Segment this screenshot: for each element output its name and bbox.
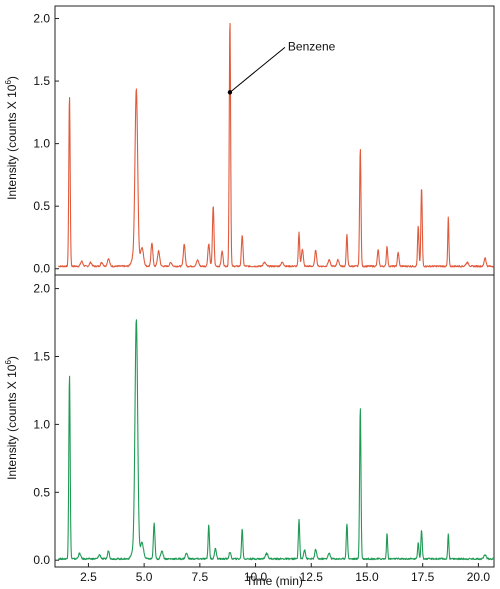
y-tick-label: 0.0 — [33, 262, 50, 276]
y-axis-title-end: ) — [5, 356, 19, 360]
y-tick-label: 0.5 — [33, 485, 50, 499]
y-tick-label: 2.0 — [33, 282, 50, 296]
bottom-panel: 0.0 0.5 1.0 1.5 2.0 2.5 5.0 7.5 10.0 12.5 15.0 17.5… — [4, 274, 495, 588]
y-tick-label: 1.5 — [33, 74, 50, 88]
plot-frame — [54, 274, 495, 568]
y-tick-label: 0.5 — [33, 199, 50, 213]
y-tick-label: 1.0 — [33, 137, 50, 151]
y-tick-label: 1.5 — [33, 349, 50, 363]
x-tick-label: 20.0 — [467, 570, 491, 584]
plot-frame — [54, 5, 495, 276]
y-tick-label: 1.0 — [33, 417, 50, 431]
x-tick-label: 10.0 — [244, 570, 268, 584]
y-tick-label: 0.0 — [33, 553, 50, 567]
series-line-top — [58, 22, 495, 268]
x-tick-label: 17.5 — [411, 570, 435, 584]
series-line-bottom — [57, 319, 495, 561]
x-tick-label: 5.0 — [136, 570, 153, 584]
x-tick-label: 2.5 — [80, 570, 97, 584]
y-tick-label: 2.0 — [33, 12, 50, 26]
y-axis-title-main: Intensity (counts X 10 — [5, 364, 19, 480]
x-tick-label: 12.5 — [300, 570, 324, 584]
y-axis-title-exponent: 6 — [4, 80, 13, 85]
x-axis-title: Time (min) — [246, 574, 303, 588]
top-panel: 0.0 0.5 1.0 1.5 2.0 Intensity (counts X 106) B… — [4, 5, 495, 276]
benzene-label: Benzene — [288, 39, 336, 53]
y-axis-title-end: ) — [5, 76, 19, 80]
benzene-leader-line — [229, 46, 286, 93]
x-tick-label: 15.0 — [355, 570, 379, 584]
y-axis-title: Intensity (counts X 106) — [4, 356, 19, 480]
y-axis-title-exponent: 6 — [4, 360, 13, 365]
y-axis-title: Intensity (counts X 106) — [4, 76, 19, 200]
x-tick-label: 7.5 — [192, 570, 209, 584]
y-axis-title-main: Intensity (counts X 10 — [5, 84, 19, 200]
